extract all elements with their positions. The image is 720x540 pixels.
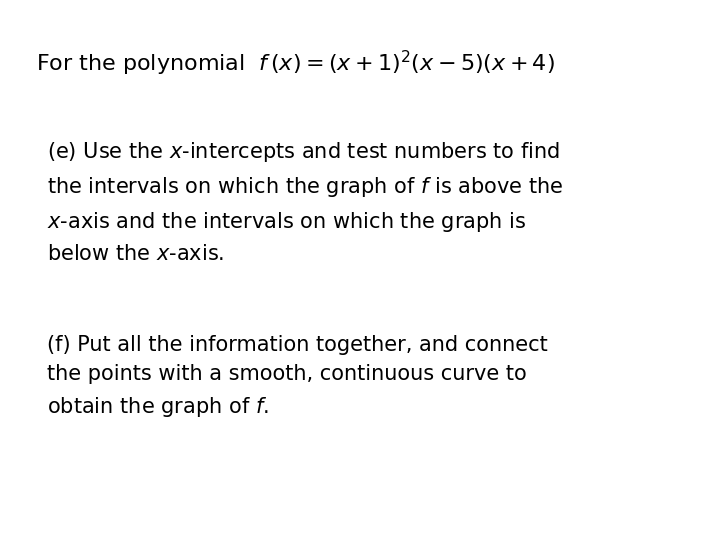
Text: For the polynomial  $f\,(x) = (x+1)^2(x-5)(x+4)$: For the polynomial $f\,(x) = (x+1)^2(x-5… [36, 49, 555, 78]
Text: (e) Use the $x$-intercepts and test numbers to find
the intervals on which the g: (e) Use the $x$-intercepts and test numb… [47, 140, 563, 264]
Text: (f) Put all the information together, and connect
the points with a smooth, cont: (f) Put all the information together, an… [47, 335, 547, 419]
